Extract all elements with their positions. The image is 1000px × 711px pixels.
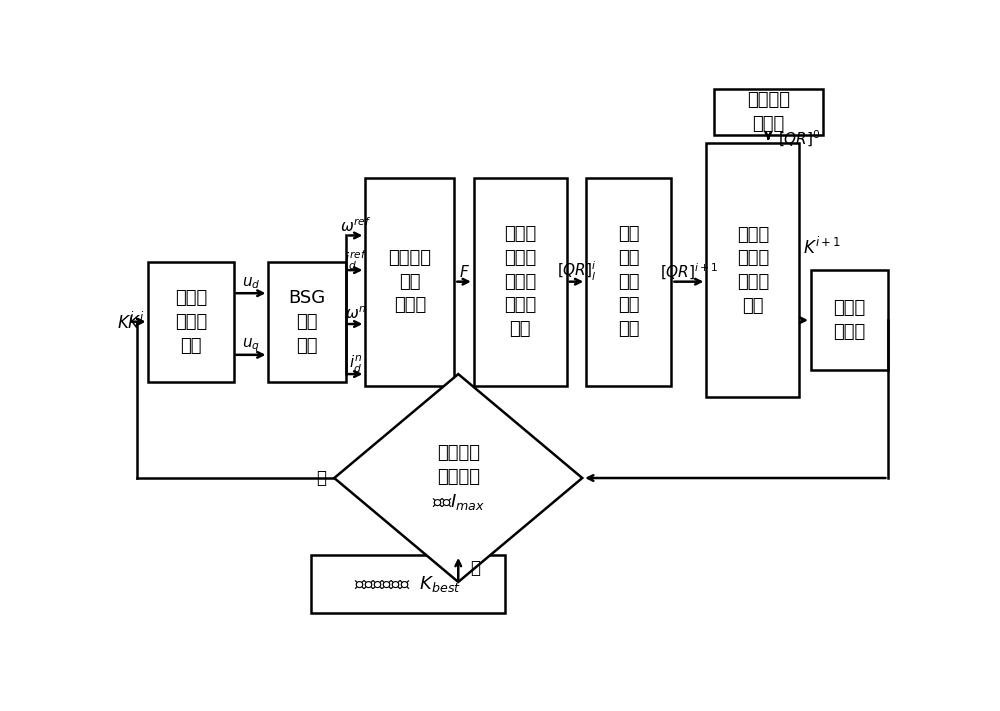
Text: $i_d^n$: $i_d^n$ [349, 353, 362, 375]
Text: 花朵
授粉
算法
更新
矩阵: 花朵 授粉 算法 更新 矩阵 [618, 225, 640, 338]
Text: $u_q$: $u_q$ [242, 336, 260, 354]
Text: 是否达到
最大迭代
次数$I_{max}$: 是否达到 最大迭代 次数$I_{max}$ [432, 444, 485, 512]
Text: 得到全局最优  $K_{best}$: 得到全局最优 $K_{best}$ [354, 574, 462, 594]
Text: $[QR]^{i+1}$: $[QR]^{i+1}$ [660, 262, 718, 282]
Text: 计算权重
矩阵
适应度: 计算权重 矩阵 适应度 [388, 249, 431, 314]
FancyBboxPatch shape [148, 262, 234, 382]
FancyBboxPatch shape [706, 143, 799, 397]
Text: 初始化权
重矩阵: 初始化权 重矩阵 [747, 92, 790, 133]
FancyBboxPatch shape [365, 178, 454, 385]
Text: $K^{i+1}$: $K^{i+1}$ [803, 237, 841, 257]
FancyBboxPatch shape [474, 178, 567, 385]
FancyBboxPatch shape [714, 89, 822, 135]
Text: 是: 是 [470, 559, 480, 577]
Text: $i_d^{ref}$: $i_d^{ref}$ [344, 249, 367, 272]
Text: 确定适
应度最
好的一
组权重
矩阵: 确定适 应度最 好的一 组权重 矩阵 [504, 225, 536, 338]
Text: $\omega^{ref}$: $\omega^{ref}$ [340, 216, 371, 235]
Text: 计算状
态反馈
控制器
系数: 计算状 态反馈 控制器 系数 [737, 225, 769, 314]
Text: 否: 否 [316, 469, 326, 487]
Text: $K^i$: $K^i$ [117, 311, 134, 332]
Text: $[QR]^i_l$: $[QR]^i_l$ [557, 260, 596, 284]
Text: 迭代次
数加一: 迭代次 数加一 [834, 299, 866, 341]
Text: $K^i$: $K^i$ [127, 311, 144, 332]
FancyBboxPatch shape [311, 555, 505, 613]
FancyBboxPatch shape [586, 178, 671, 385]
Text: $u_d$: $u_d$ [242, 276, 260, 292]
FancyBboxPatch shape [811, 270, 888, 370]
Text: $[QR]^0$: $[QR]^0$ [778, 129, 820, 149]
Text: BSG
电机
系统: BSG 电机 系统 [289, 289, 326, 355]
Text: $\omega^n$: $\omega^n$ [345, 306, 366, 323]
Text: 抗干扰
复合控
制器: 抗干扰 复合控 制器 [175, 289, 207, 355]
FancyBboxPatch shape [268, 262, 346, 382]
Polygon shape [334, 374, 582, 582]
Text: $F$: $F$ [459, 264, 470, 280]
